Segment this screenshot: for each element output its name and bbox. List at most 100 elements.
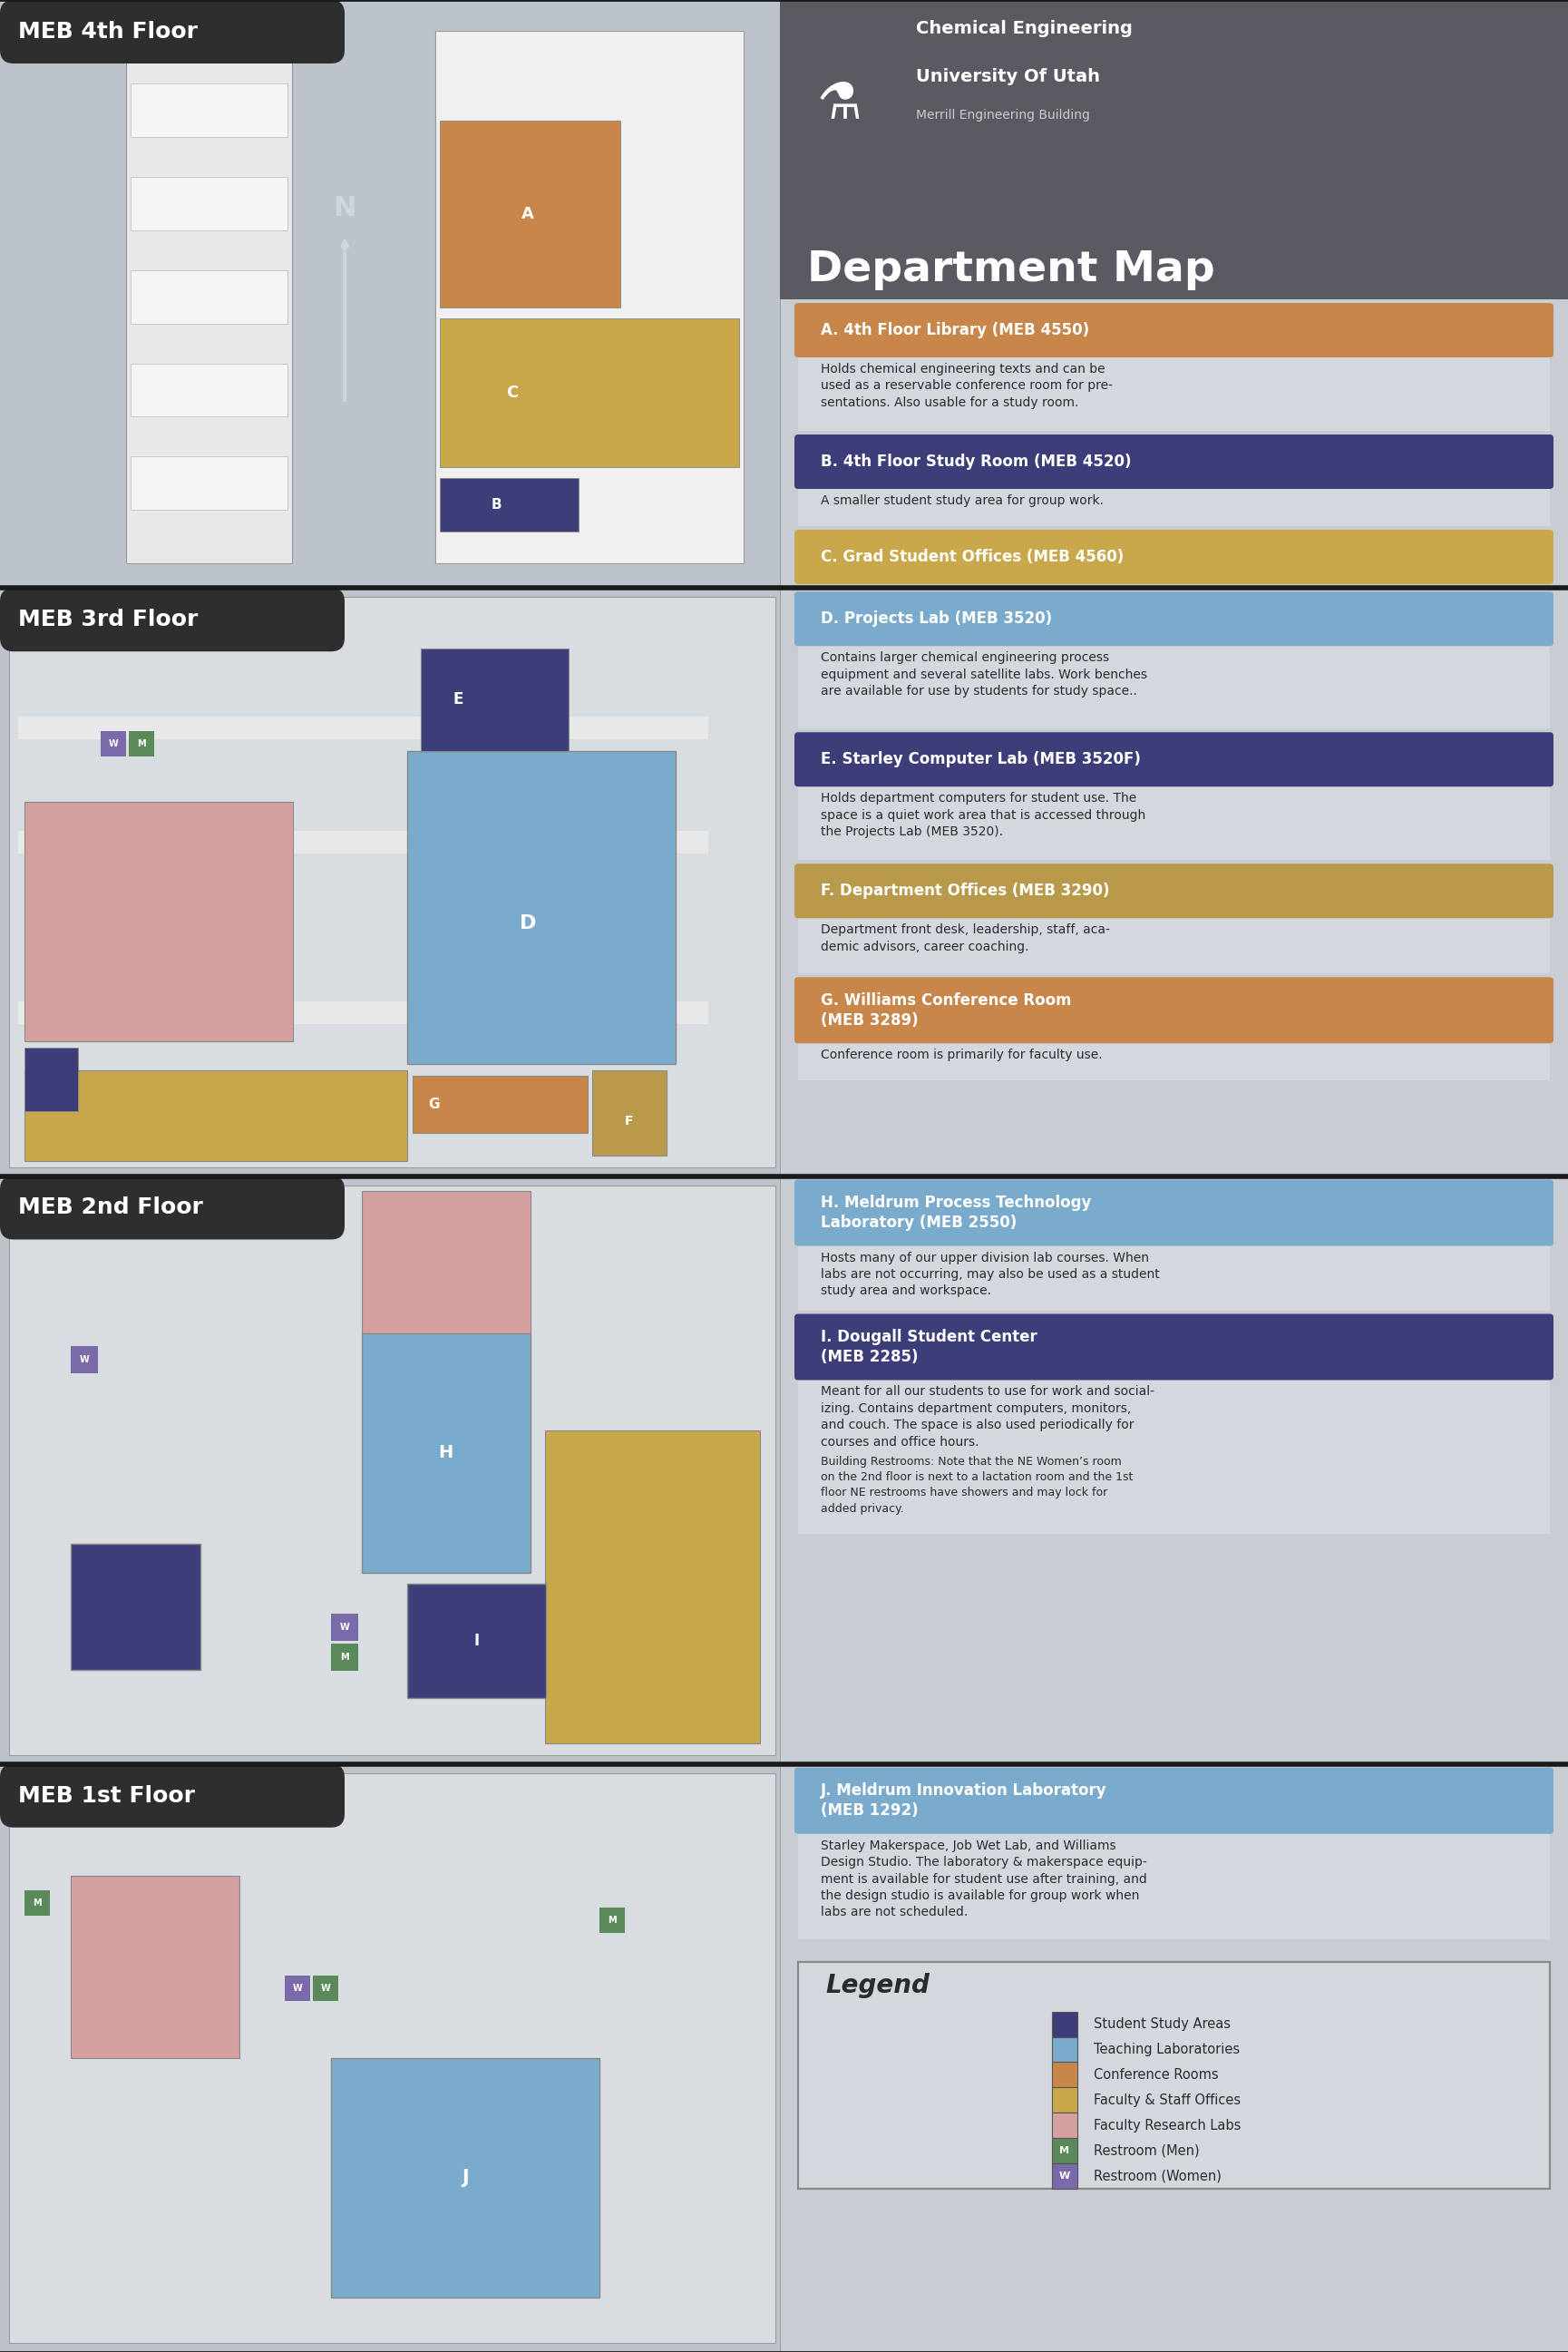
Text: Holds chemical engineering texts and can be
used as a reservable conference room: Holds chemical engineering texts and can… [820, 362, 1113, 409]
Bar [798, 1446, 1549, 1534]
Text: Restroom (Women): Restroom (Women) [1094, 2169, 1221, 2183]
Text: W: W [108, 739, 119, 748]
Text: J: J [461, 2169, 469, 2187]
Text: Department front desk, leadership, staff, aca-
demic advisors, career coaching.: Department front desk, leadership, staff… [820, 924, 1110, 953]
Text: Chemical Engineering: Chemical Engineering [916, 19, 1132, 38]
Text: Faculty Research Labs: Faculty Research Labs [1094, 2119, 1240, 2133]
Bar [9, 597, 776, 1167]
Bar [132, 456, 287, 510]
Text: W: W [340, 1623, 350, 1632]
Bar [1052, 2164, 1077, 2190]
Text: Holds department computers for student use. The
space is a quiet work area that : Holds department computers for student u… [820, 793, 1146, 837]
Bar [0, 1176, 779, 1764]
Bar [1052, 2063, 1077, 2089]
Text: Department Map: Department Map [808, 249, 1215, 289]
Text: M: M [607, 1915, 616, 1924]
Bar [798, 353, 1549, 430]
Bar [779, 1764, 1568, 2352]
FancyBboxPatch shape [0, 0, 345, 64]
Text: A: A [522, 207, 535, 223]
Text: G: G [428, 1098, 439, 1110]
Text: Student Study Areas: Student Study Areas [1094, 2018, 1231, 2032]
Text: M: M [138, 739, 146, 748]
Text: MEB 4th Floor: MEB 4th Floor [19, 21, 198, 42]
Bar [285, 1976, 310, 2002]
FancyBboxPatch shape [0, 1176, 345, 1240]
Bar [19, 830, 707, 854]
Text: ⚗: ⚗ [817, 80, 861, 129]
Bar [132, 365, 287, 416]
Text: F: F [626, 1115, 633, 1127]
Text: Contains larger chemical engineering process
equipment and several satellite lab: Contains larger chemical engineering pro… [820, 652, 1148, 699]
Text: M: M [1060, 2145, 1069, 2154]
Text: J. Meldrum Innovation Laboratory
(MEB 1292): J. Meldrum Innovation Laboratory (MEB 12… [820, 1783, 1107, 1818]
Text: I. Dougall Student Center
(MEB 2285): I. Dougall Student Center (MEB 2285) [820, 1329, 1038, 1364]
Text: N: N [334, 195, 356, 221]
Bar [19, 1002, 707, 1025]
Bar [71, 1345, 97, 1374]
Text: G. Williams Conference Room
(MEB 3289): G. Williams Conference Room (MEB 3289) [820, 993, 1071, 1028]
Text: Conference Rooms: Conference Rooms [1094, 2067, 1218, 2082]
Text: M: M [33, 1898, 41, 1907]
Bar [591, 1070, 666, 1155]
Bar [798, 783, 1549, 861]
Bar [362, 1334, 530, 1573]
Text: Building Restrooms: Note that the NE Women’s room
on the 2nd floor is next to a : Building Restrooms: Note that the NE Wom… [820, 1456, 1134, 1515]
FancyBboxPatch shape [795, 863, 1554, 917]
Text: University Of Utah: University Of Utah [916, 68, 1101, 85]
Bar [127, 31, 292, 562]
Bar [439, 120, 621, 308]
Text: Meant for all our students to use for work and social-
izing. Contains departmen: Meant for all our students to use for wo… [820, 1385, 1154, 1449]
FancyBboxPatch shape [0, 588, 345, 652]
FancyBboxPatch shape [795, 303, 1554, 358]
Text: Starley Makerspace, Job Wet Lab, and Williams
Design Studio. The laboratory & ma: Starley Makerspace, Job Wet Lab, and Wil… [820, 1839, 1146, 1919]
Text: A smaller student study area for group work.: A smaller student study area for group w… [820, 494, 1104, 508]
Bar [100, 731, 127, 757]
FancyBboxPatch shape [779, 0, 1568, 299]
Bar [0, 1764, 779, 2352]
FancyBboxPatch shape [795, 1769, 1554, 1835]
Bar [412, 1075, 588, 1134]
Text: W: W [321, 1983, 331, 1992]
Bar [798, 1830, 1549, 1938]
Text: C. Grad Student Offices (MEB 4560): C. Grad Student Offices (MEB 4560) [820, 548, 1124, 564]
Bar [599, 1907, 624, 1933]
Bar [71, 1543, 201, 1670]
Bar [420, 649, 569, 750]
Bar [0, 588, 779, 1176]
Bar [436, 31, 743, 562]
FancyBboxPatch shape [795, 976, 1554, 1044]
FancyBboxPatch shape [795, 593, 1554, 647]
Bar [798, 1962, 1549, 2187]
Bar [1052, 2138, 1077, 2164]
Bar [25, 1891, 50, 1915]
Bar [1052, 2086, 1077, 2112]
Bar [439, 477, 579, 532]
Bar [439, 318, 739, 468]
Text: Hosts many of our upper division lab courses. When
labs are not occurring, may a: Hosts many of our upper division lab cou… [820, 1251, 1160, 1298]
Bar [779, 588, 1568, 1176]
Text: I: I [474, 1632, 480, 1649]
Bar [1052, 2112, 1077, 2138]
Bar [1052, 2011, 1077, 2037]
Text: Legend: Legend [825, 1973, 930, 1997]
Bar [798, 1242, 1549, 1310]
Text: D: D [521, 915, 536, 931]
Text: E: E [453, 691, 463, 708]
Bar [1052, 2037, 1077, 2063]
Text: A. 4th Floor Library (MEB 4550): A. 4th Floor Library (MEB 4550) [820, 322, 1090, 339]
Bar [71, 1875, 238, 2058]
Bar [25, 1047, 78, 1110]
Text: W: W [293, 1983, 303, 1992]
Text: C: C [506, 383, 519, 400]
Bar [798, 1376, 1549, 1446]
Bar [132, 85, 287, 136]
Bar [362, 1190, 530, 1334]
Bar [331, 1644, 358, 1670]
Bar [331, 1613, 358, 1642]
Bar [314, 1976, 339, 2002]
Text: Teaching Laboratories: Teaching Laboratories [1094, 2044, 1240, 2056]
FancyBboxPatch shape [795, 1315, 1554, 1381]
Bar [9, 1773, 776, 2343]
Text: B. 4th Floor Study Room (MEB 4520): B. 4th Floor Study Room (MEB 4520) [820, 454, 1132, 470]
